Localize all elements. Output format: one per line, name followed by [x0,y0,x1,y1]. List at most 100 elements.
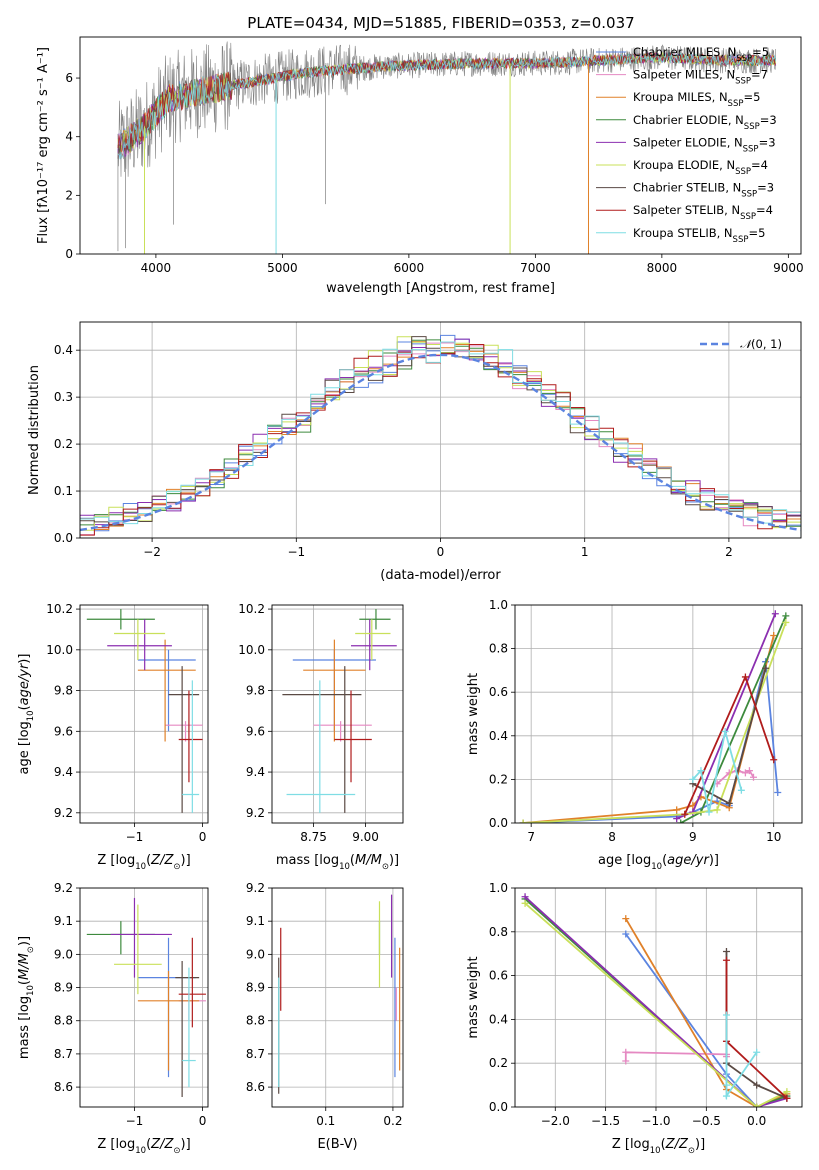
weight-point-marker [722,1081,730,1089]
weight-point-marker [783,1088,791,1096]
weight-point-marker [697,767,705,775]
y-tick-label: 8.7 [246,1047,265,1061]
weight-point-marker [722,956,730,964]
panel-mass_vs_Z: −1 0 8.6 8.7 8.8 8.9 9.0 9.1 9.2 Z [log10(Z/Z⊙)] m… [17,881,209,1156]
y-tick-label: 0.4 [54,343,73,357]
y-axis-label: age [log10(age/yr)] [17,654,36,775]
plot-area-age_vs_mass [272,605,403,823]
y-tick-label: 8.9 [246,981,265,995]
y-tick-label: 9.2 [246,806,265,820]
y-tick-label: 0.8 [489,642,508,656]
axes-frame [514,887,803,1108]
legend-entry: Salpeter MILES, NSSP=7 [633,68,768,87]
weight-point-marker [713,806,721,814]
panel-weight_vs_Z: −2.0 −1.5 −1.0 −0.5 0.0 0.0 0.2 0.4 0.6 0.8 1.0 Z [… [466,881,803,1156]
x-tick-label: 9.00 [352,830,379,844]
y-tick-label: 9.2 [54,881,73,895]
x-axis-label: (data-model)/error [380,568,501,583]
x-tick-label: 9000 [773,261,804,275]
weight-point-marker [622,1057,630,1065]
weight-point-marker [783,1094,791,1102]
y-tick-label: 8.9 [54,981,73,995]
axes-frame [514,604,803,824]
y-tick-label: 0.0 [489,816,508,830]
weight-point-marker [782,618,790,626]
y-tick-label: 8.7 [54,1047,73,1061]
y-tick-label: 1.0 [489,598,508,612]
axes-frame [271,887,404,1108]
y-tick-label: 0.0 [54,531,73,545]
weight-point-marker [722,948,730,956]
plot-area-weight_vs_age [515,605,802,823]
y-tick-label: 10.2 [46,602,73,616]
x-tick-label: 9 [689,830,697,844]
x-tick-label: −1 [126,830,144,844]
x-tick-label: 7 [527,830,535,844]
y-tick-label: 1.0 [489,881,508,895]
weight-point-marker [753,1081,761,1089]
weight-point-marker [622,930,630,938]
plot-area-residuals [80,322,801,538]
weight-point-marker [770,632,778,640]
x-axis-label: mass [log10(M/M⊙)] [276,853,399,872]
y-tick-label: 0.3 [54,390,73,404]
plot-area-mass_vs_Z [80,888,208,1107]
axes-frame [79,887,209,1108]
x-tick-label: −1.5 [591,1114,620,1128]
legend-entry: Kroupa ELODIE, NSSP=4 [633,158,768,177]
legend-entry: Chabrier STELIB, NSSP=3 [633,181,774,200]
weight-point-marker [521,893,529,901]
x-tick-label: −0.5 [692,1114,721,1128]
weight-point-marker [689,775,697,783]
x-tick-label: 0.2 [383,1114,402,1128]
weight-point-marker [521,899,529,907]
y-tick-label: 4 [65,130,73,144]
panel-spectrum: 4000 5000 6000 7000 8000 9000 0 2 4 6 wavelength [… [36,36,804,296]
y-tick-label: 0.8 [489,925,508,939]
weight-series-line [524,898,788,1107]
weight-point-marker [622,915,630,923]
axes-frame [271,604,404,824]
y-tick-label: 0.6 [489,969,508,983]
x-tick-label: 10 [766,830,781,844]
x-tick-label: 8.75 [300,830,327,844]
legend-entry: Kroupa STELIB, NSSP=5 [633,226,765,245]
panel-age_vs_mass: 8.75 9.00 9.2 9.4 9.6 9.8 10.0 10.2 mass [log10(… [238,602,404,872]
weight-series-line [523,661,779,823]
x-tick-label: 8 [608,830,616,844]
x-tick-label: 0 [199,1114,207,1128]
weight-point-marker [705,808,713,816]
normal-reference-curve [80,353,801,532]
x-tick-label: 2 [725,545,733,559]
weight-point-marker [741,673,749,681]
x-axis-label: Z [log10(Z/Z⊙)] [97,1137,190,1156]
weight-point-marker [622,1048,630,1056]
plot-area-weight_vs_Z [515,888,802,1107]
y-tick-label: 0.2 [54,437,73,451]
legend-entry: Chabrier ELODIE, NSSP=3 [633,113,777,132]
y-tick-label: 0 [65,247,73,261]
weight-series-line [524,902,788,1107]
y-axis-label: Flux [fλ10⁻¹⁷ erg cm⁻² s⁻¹ A⁻¹] [36,47,51,244]
x-axis-label: age [log10(age/yr)] [598,853,719,872]
x-axis-label: Z [log10(Z/Z⊙)] [612,1137,705,1156]
weight-point-marker [745,767,753,775]
y-tick-label: 0.1 [54,484,73,498]
weight-point-marker [737,786,745,794]
x-tick-label: −1 [287,545,305,559]
legend-entry: Chabrier MILES, NSSP=5 [633,45,769,64]
x-tick-label: −1 [126,1114,144,1128]
x-tick-label: 0.0 [747,1114,766,1128]
weight-point-marker [722,1011,730,1019]
weight-point-marker [673,806,681,814]
weight-point-marker [762,664,770,672]
y-tick-label: 2 [65,188,73,202]
x-tick-label: 0.1 [316,1114,335,1128]
weight-point-marker [770,756,778,764]
plot-area-spectrum [117,41,777,254]
panel-weight_vs_age: 7 8 9 10 0.0 0.2 0.4 0.6 0.8 1.0 age [log10(age/yr… [466,598,803,872]
panel-residuals: −2 −1 0 1 2 0.0 0.1 0.2 0.3 0.4 (data-model)/error… [27,321,802,583]
weight-point-marker [722,1092,730,1100]
weight-point-marker [782,612,790,620]
weight-series-line [523,622,787,823]
